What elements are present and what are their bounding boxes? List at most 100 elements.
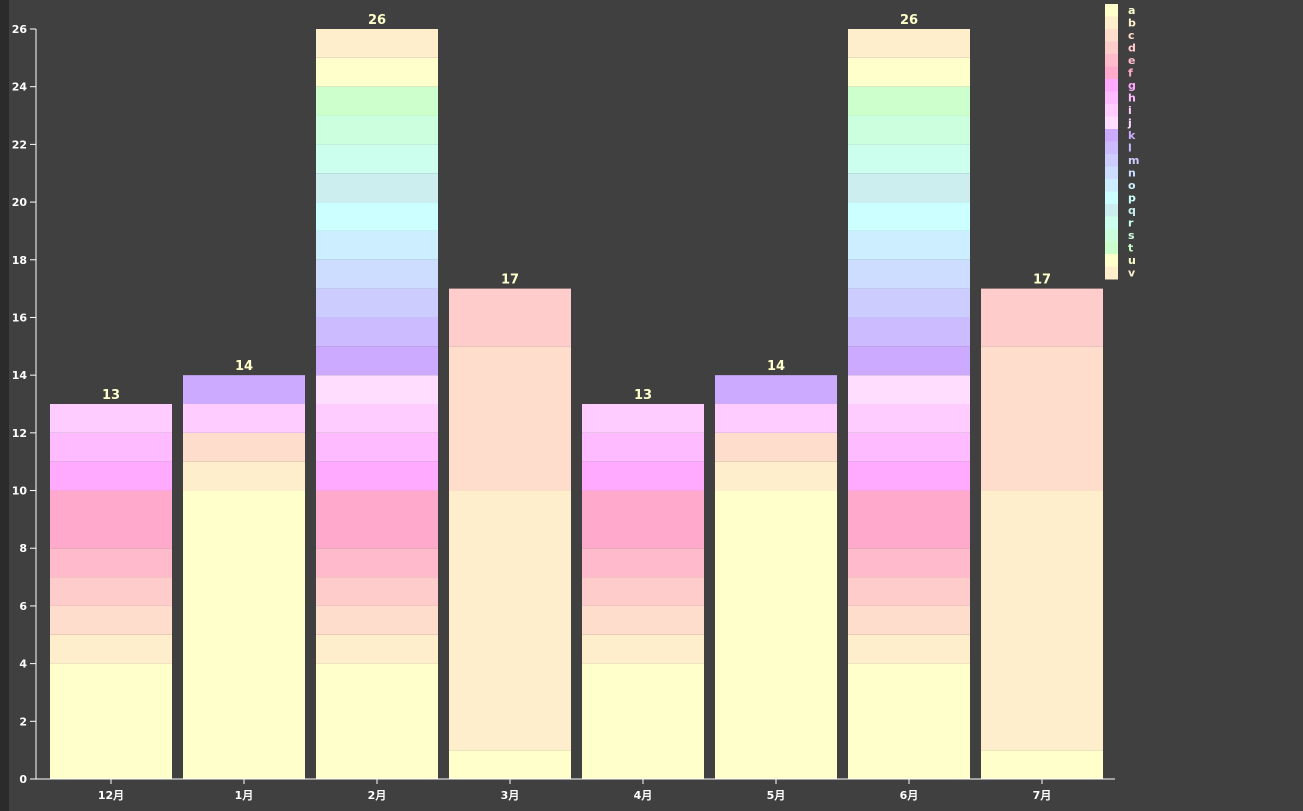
bar-segment-i-5 <box>715 404 837 433</box>
bar-segment-i-4 <box>582 404 704 433</box>
bar-segment-i-1 <box>183 404 305 433</box>
legend-swatch-v <box>1105 266 1118 280</box>
bar-segment-d-7 <box>981 288 1103 347</box>
bar-segment-r-2 <box>316 144 438 174</box>
bar-segment-c-7 <box>981 346 1103 491</box>
x-tick-label-6: 6月 <box>900 789 919 802</box>
bar-segment-b-4 <box>582 634 704 664</box>
total-label-4: 13 <box>634 388 652 403</box>
bar-segment-n-6 <box>848 259 970 289</box>
total-label-6: 26 <box>900 13 918 28</box>
y-tick-label-18: 18 <box>12 254 27 267</box>
bar-segment-h-0 <box>50 432 172 462</box>
bar-segment-i-0 <box>50 404 172 433</box>
bar-segment-g-6 <box>848 461 970 491</box>
legend-swatch-n <box>1105 166 1118 180</box>
y-tick-label-26: 26 <box>12 23 28 36</box>
bar-segment-c-2 <box>316 605 438 635</box>
bar-segment-a-4 <box>582 663 704 779</box>
bar-segment-b-5 <box>715 461 837 491</box>
legend-swatch-e <box>1105 54 1118 67</box>
legend-swatch-s <box>1105 229 1118 242</box>
bar-segment-d-4 <box>582 577 704 606</box>
legend-label-m: m <box>1128 154 1139 167</box>
legend-label-r: r <box>1128 217 1134 230</box>
y-tick-label-2: 2 <box>19 715 27 728</box>
legend-label-i: i <box>1128 104 1132 117</box>
bar-segment-a-7 <box>981 750 1103 779</box>
total-label-1: 14 <box>235 359 253 374</box>
bar-segment-a-0 <box>50 663 172 779</box>
bar-segment-p-6 <box>848 202 970 231</box>
bar-segment-c-4 <box>582 605 704 635</box>
bar-segment-e-6 <box>848 548 970 578</box>
bar-segment-s-2 <box>316 115 438 145</box>
bar-segment-q-6 <box>848 173 970 203</box>
legend-swatch-g <box>1105 79 1118 92</box>
bar-segment-b-6 <box>848 634 970 664</box>
bar-segment-o-2 <box>316 230 438 260</box>
legend-swatch-r <box>1105 216 1118 230</box>
bar-segment-a-2 <box>316 663 438 779</box>
bar-segment-t-2 <box>316 86 438 116</box>
bar-segment-e-4 <box>582 548 704 578</box>
legend-swatch-b <box>1105 16 1118 30</box>
y-tick-label-20: 20 <box>12 196 28 209</box>
legend-label-t: t <box>1128 242 1133 255</box>
legend-label-b: b <box>1128 17 1136 30</box>
total-label-3: 17 <box>501 273 519 288</box>
bar-segment-h-2 <box>316 432 438 462</box>
x-tick-label-2: 2月 <box>368 789 387 802</box>
y-tick-label-4: 4 <box>19 658 27 671</box>
total-label-7: 17 <box>1033 273 1051 288</box>
legend-swatch-l <box>1105 141 1118 155</box>
bar-segment-h-6 <box>848 432 970 462</box>
bar-segment-d-6 <box>848 577 970 606</box>
bar-segment-c-6 <box>848 605 970 635</box>
bar-segment-b-0 <box>50 634 172 664</box>
legend-swatch-j <box>1105 116 1118 130</box>
bar-segment-l-6 <box>848 317 970 347</box>
bar-segment-a-1 <box>183 490 305 779</box>
legend-label-g: g <box>1128 79 1136 92</box>
legend-label-q: q <box>1128 204 1136 217</box>
legend-label-e: e <box>1128 54 1135 67</box>
legend-swatch-d <box>1105 41 1118 55</box>
x-axis: 12月 1月 2月 3月 4月 5月 6月 7月 <box>36 778 1115 802</box>
legend-label-k: k <box>1128 129 1136 142</box>
legend-label-p: p <box>1128 192 1136 205</box>
bar-segment-g-0 <box>50 461 172 491</box>
y-tick-label-24: 24 <box>12 81 28 94</box>
y-tick-label-0: 0 <box>19 773 27 786</box>
bar-segment-d-2 <box>316 577 438 606</box>
total-labels-layer: 13 14 26 17 13 14 26 17 <box>102 13 1051 403</box>
bar-segment-k-1 <box>183 375 305 404</box>
bar-segment-p-2 <box>316 202 438 231</box>
legend-swatch-u <box>1105 254 1118 267</box>
bar-segment-b-7 <box>981 490 1103 751</box>
bar-segment-c-3 <box>449 346 571 491</box>
bar-segment-j-6 <box>848 375 970 404</box>
legend-swatch-a <box>1105 4 1118 17</box>
y-tick-label-8: 8 <box>19 542 27 555</box>
legend-label-n: n <box>1128 167 1136 180</box>
bar-segment-t-6 <box>848 86 970 116</box>
total-label-5: 14 <box>767 359 785 374</box>
bar-segment-h-4 <box>582 432 704 462</box>
legend-label-a: a <box>1128 4 1135 17</box>
bar-segment-i-6 <box>848 404 970 433</box>
total-label-0: 13 <box>102 388 120 403</box>
bar-segment-b-2 <box>316 634 438 664</box>
bar-segment-e-2 <box>316 548 438 578</box>
legend-swatch-i <box>1105 104 1118 117</box>
legend-swatch-q <box>1105 204 1118 217</box>
bar-segment-f-0 <box>50 490 172 549</box>
y-tick-label-22: 22 <box>12 138 27 151</box>
legend-swatch-h <box>1105 91 1118 105</box>
y-tick-label-6: 6 <box>19 600 27 613</box>
bar-segment-m-2 <box>316 288 438 318</box>
legend-swatch-m <box>1105 154 1118 167</box>
